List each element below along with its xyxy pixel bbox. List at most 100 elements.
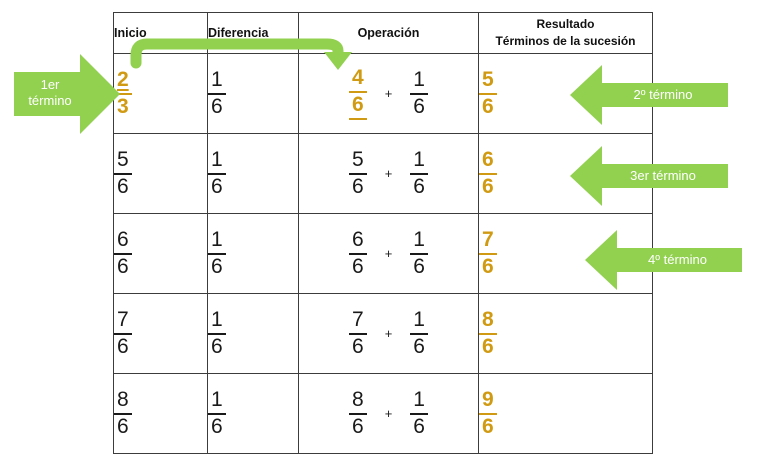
fraction-numerator: 1	[410, 68, 428, 95]
operation: 5 6 + 1 6	[299, 148, 478, 198]
elbow-arrow-graphic	[130, 38, 352, 70]
fraction-denominator: 6	[211, 174, 223, 198]
second-term-arrow: 2º término	[570, 65, 728, 125]
operation: 8 6 + 1 6	[299, 388, 478, 438]
second-term-label: 2º término	[633, 87, 693, 102]
fraction-denominator: 6	[211, 94, 223, 118]
fraction-denominator: 6	[413, 254, 425, 278]
fraction-numerator: 8	[349, 388, 367, 415]
fraction-numerator: 1	[208, 308, 226, 335]
fraction-resultado: 8 6	[479, 308, 497, 358]
operation: 7 6 + 1 6	[299, 308, 478, 358]
plus-sign: +	[384, 86, 393, 101]
plus-sign: +	[384, 166, 393, 181]
fraction-numerator: 7	[114, 308, 132, 335]
plus-sign: +	[384, 246, 393, 261]
fraction-numerator: 1	[208, 388, 226, 415]
fraction-denominator: 6	[117, 174, 129, 198]
operation: 4 6 + 1 6	[299, 67, 478, 120]
fraction-operand-1: 8 6	[349, 388, 367, 438]
fraction-numerator: 8	[479, 308, 497, 335]
header-resultado-line1: Resultado	[536, 16, 595, 31]
fraction-denominator: 6	[211, 414, 223, 438]
fraction-denominator: 6	[482, 254, 494, 278]
fraction-operand-1: 4 6	[349, 67, 367, 120]
fraction-denominator: 6	[211, 254, 223, 278]
first-term-arrow: 1er término	[14, 54, 120, 134]
plus-sign: +	[384, 406, 393, 421]
fraction-diferencia: 1 6	[208, 148, 226, 198]
fraction-denominator: 6	[117, 414, 129, 438]
fraction-denominator: 3	[117, 94, 129, 118]
fraction-denominator: 6	[482, 414, 494, 438]
fraction-inicio: 2 3	[114, 68, 132, 118]
table-row: 5 6 1 6 5 6 + 1	[113, 133, 653, 214]
fraction-numerator: 6	[349, 228, 367, 255]
header-resultado: Resultado Términos de la sucesión	[478, 12, 653, 54]
fraction-denominator: 6	[413, 334, 425, 358]
fraction-denominator: 6	[211, 334, 223, 358]
third-term-label: 3er término	[630, 168, 696, 183]
right-pointing-arrow-icon	[14, 54, 120, 134]
fraction-denominator: 6	[117, 254, 129, 278]
fraction-resultado: 5 6	[479, 68, 497, 118]
fraction-denominator: 6	[352, 174, 364, 198]
fraction-denominator: 6	[413, 414, 425, 438]
fraction-inicio: 5 6	[114, 148, 132, 198]
fraction-resultado: 7 6	[479, 228, 497, 278]
fraction-numerator: 1	[208, 148, 226, 175]
sequence-table: Inicio Diferencia Operación Resultado Té…	[113, 12, 653, 454]
fraction-numerator: 4	[349, 67, 367, 93]
fraction-denominator: 6	[413, 174, 425, 198]
fraction-numerator: 5	[349, 148, 367, 175]
fraction-numerator: 5	[479, 68, 497, 95]
fraction-diferencia: 1 6	[208, 68, 226, 118]
fraction-numerator: 1	[410, 308, 428, 335]
fraction-numerator: 9	[479, 388, 497, 415]
fraction-denominator: 6	[349, 93, 367, 120]
fraction-numerator: 2	[114, 68, 132, 95]
fraction-numerator: 1	[410, 228, 428, 255]
plus-sign: +	[384, 326, 393, 341]
fraction-numerator: 7	[349, 308, 367, 335]
fraction-operand-1: 7 6	[349, 308, 367, 358]
fraction-resultado: 9 6	[479, 388, 497, 438]
header-operacion: Operación	[298, 12, 479, 54]
table-row: 7 6 1 6 7 6 + 1	[113, 293, 653, 374]
table-row: 8 6 1 6 8 6 + 1	[113, 373, 653, 454]
fraction-numerator: 1	[208, 68, 226, 95]
fourth-term-label: 4º término	[648, 252, 707, 267]
fraction-numerator: 5	[114, 148, 132, 175]
sequence-elbow-arrow	[120, 37, 365, 82]
fraction-operand-2: 1 6	[410, 68, 428, 118]
fraction-operand-2: 1 6	[410, 308, 428, 358]
fraction-diferencia: 1 6	[208, 308, 226, 358]
operation: 6 6 + 1 6	[299, 228, 478, 278]
fraction-operand-2: 1 6	[410, 228, 428, 278]
header-resultado-line2: Términos de la sucesión	[495, 34, 636, 48]
third-term-arrow: 3er término	[570, 146, 728, 206]
fraction-denominator: 6	[352, 334, 364, 358]
fraction-denominator: 6	[482, 334, 494, 358]
fraction-denominator: 6	[352, 254, 364, 278]
fraction-diferencia: 1 6	[208, 228, 226, 278]
fraction-numerator: 1	[410, 388, 428, 415]
fraction-operand-1: 5 6	[349, 148, 367, 198]
elbow-arrowhead	[324, 52, 352, 70]
fraction-denominator: 6	[482, 174, 494, 198]
fraction-denominator: 6	[117, 334, 129, 358]
left-pointing-arrow-icon	[570, 146, 728, 206]
fraction-operand-1: 6 6	[349, 228, 367, 278]
fraction-inicio: 8 6	[114, 388, 132, 438]
fraction-inicio: 6 6	[114, 228, 132, 278]
fraction-denominator: 6	[413, 94, 425, 118]
fraction-denominator: 6	[352, 414, 364, 438]
fourth-term-arrow: 4º término	[585, 230, 742, 290]
fraction-operand-2: 1 6	[410, 148, 428, 198]
fraction-numerator: 1	[410, 148, 428, 175]
fraction-numerator: 6	[114, 228, 132, 255]
first-term-label: 1er término	[28, 77, 72, 109]
fraction-diferencia: 1 6	[208, 388, 226, 438]
table-row: 6 6 1 6 6 6 + 1	[113, 213, 653, 294]
